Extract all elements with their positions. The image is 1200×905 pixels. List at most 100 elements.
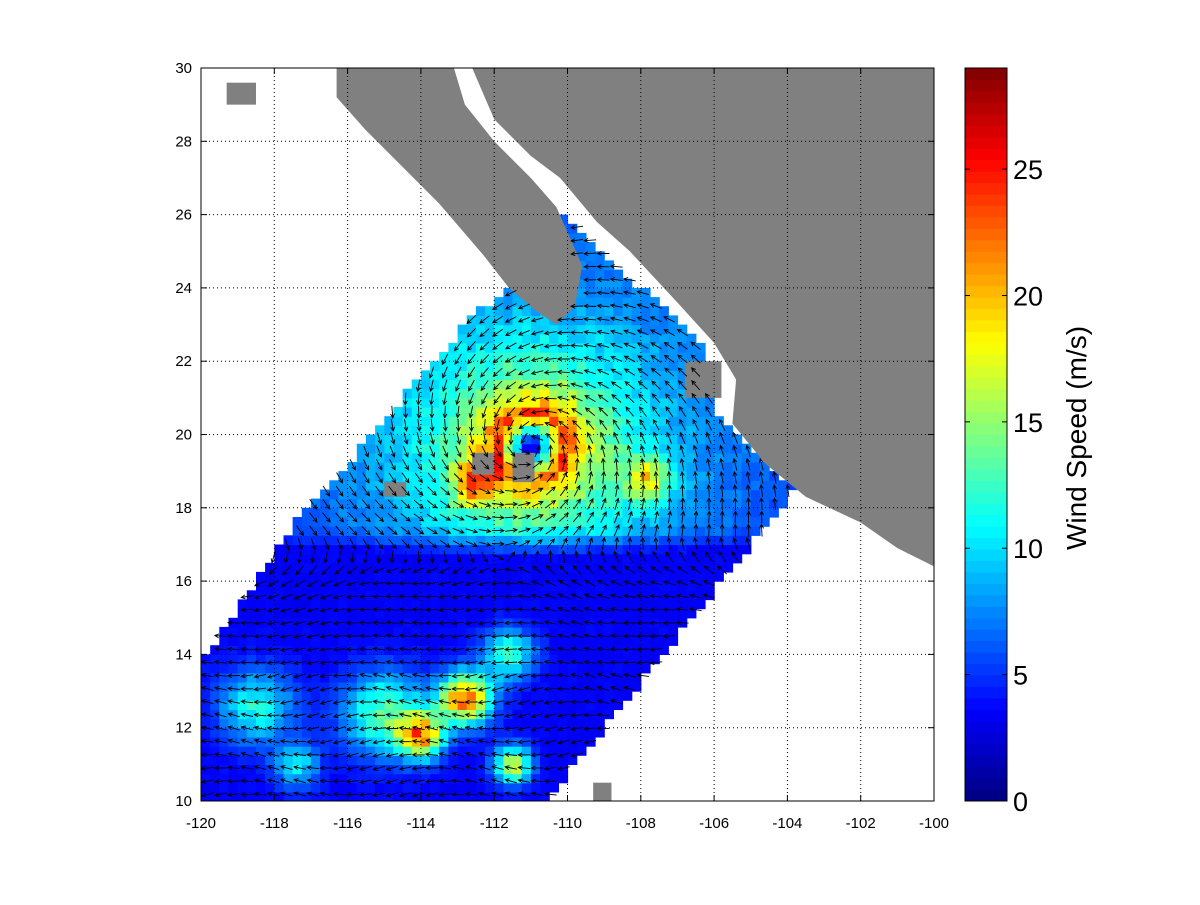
wind-arrow [464,712,478,718]
speed-cell [741,517,752,527]
speed-cell [640,287,651,298]
wind-arrow [596,725,610,731]
speed-cell [274,599,285,610]
wind-arrow [468,392,475,406]
x-tick-label: -108 [626,815,656,832]
wind-arrow [570,395,583,402]
speed-cell [723,489,734,500]
wind-arrow [280,765,293,771]
wind-arrow [388,472,397,484]
speed-cell [650,397,660,408]
speed-cell [503,297,514,307]
wind-arrow [280,686,293,692]
speed-cell [567,306,578,316]
wind-arrow [622,277,636,282]
speed-cell [659,407,669,417]
speed-cell [201,727,211,738]
wind-arrow [504,791,517,797]
speed-cell [448,571,459,582]
speed-cell [540,736,550,747]
wind-arrow [279,751,293,757]
speed-cell [439,626,449,637]
speed-cell [338,700,349,710]
speed-cell [420,581,431,591]
wind-arrow [665,551,674,563]
wind-arrow [452,566,464,574]
speed-cell [237,782,248,793]
speed-cell [439,608,449,619]
speed-cell [576,287,587,298]
wind-arrow [530,752,544,758]
speed-cell [558,700,569,710]
wind-arrow [240,633,254,639]
wind-arrow [543,791,557,797]
wind-arrow [601,536,607,550]
speed-cell [402,626,413,637]
speed-cell [576,306,587,316]
speed-cell [540,507,550,518]
speed-cell [375,654,385,665]
wind-arrow [719,497,725,511]
speed-cell [530,388,541,399]
speed-cell [723,562,734,573]
speed-cell [778,489,788,500]
land-baja-peninsula [336,68,583,325]
speed-cell [714,443,724,454]
wind-arrow [451,633,465,639]
wind-arrow [411,607,425,612]
speed-cell [448,636,459,646]
wind-arrow [706,484,712,497]
wind-arrow [667,510,673,524]
speed-cell [540,709,550,720]
speed-cell [585,507,596,518]
speed-cell [640,361,651,371]
speed-cell [310,663,321,674]
speed-cell [448,773,459,784]
speed-cell [402,562,413,573]
speed-cell [439,507,449,518]
speed-cell [585,342,596,353]
speed-cell [549,672,559,683]
wind-arrow [491,791,504,797]
speed-cell [228,718,239,729]
speed-cell [650,507,660,518]
speed-cell [494,333,504,344]
speed-cell [558,507,569,518]
wind-arrow [732,470,738,484]
wind-arrow [570,251,584,257]
speed-cell [650,462,660,472]
speed-cell [347,489,358,500]
speed-cell [494,700,504,710]
wind-arrow [427,539,438,549]
speed-cell [448,535,459,546]
speed-cell [246,672,257,683]
speed-cell [420,700,431,710]
wind-arrow [705,431,712,444]
speed-cell [310,626,321,637]
wind-arrow [309,498,318,510]
speed-cell [640,379,651,390]
speed-cell [210,718,220,729]
speed-cell [723,471,734,481]
wind-arrow [375,472,383,484]
wind-arrow [583,369,597,375]
speed-cell [448,397,459,408]
wind-arrow [583,277,597,283]
wind-arrow [719,444,725,458]
speed-cell [283,626,294,637]
wind-arrow [507,419,515,432]
speed-cell [650,498,660,509]
speed-cell [677,434,688,445]
speed-cell [402,672,413,683]
speed-cell [549,462,559,472]
wind-arrow [559,512,569,522]
speed-cell [723,434,734,445]
wind-arrow [504,633,518,639]
colorbar-tick-label: 5 [1013,661,1028,691]
wind-arrow [490,581,504,586]
wind-arrow [517,593,531,599]
speed-cell [320,498,330,509]
speed-cell [613,342,624,353]
speed-cell [714,553,724,564]
speed-cell [686,342,697,353]
